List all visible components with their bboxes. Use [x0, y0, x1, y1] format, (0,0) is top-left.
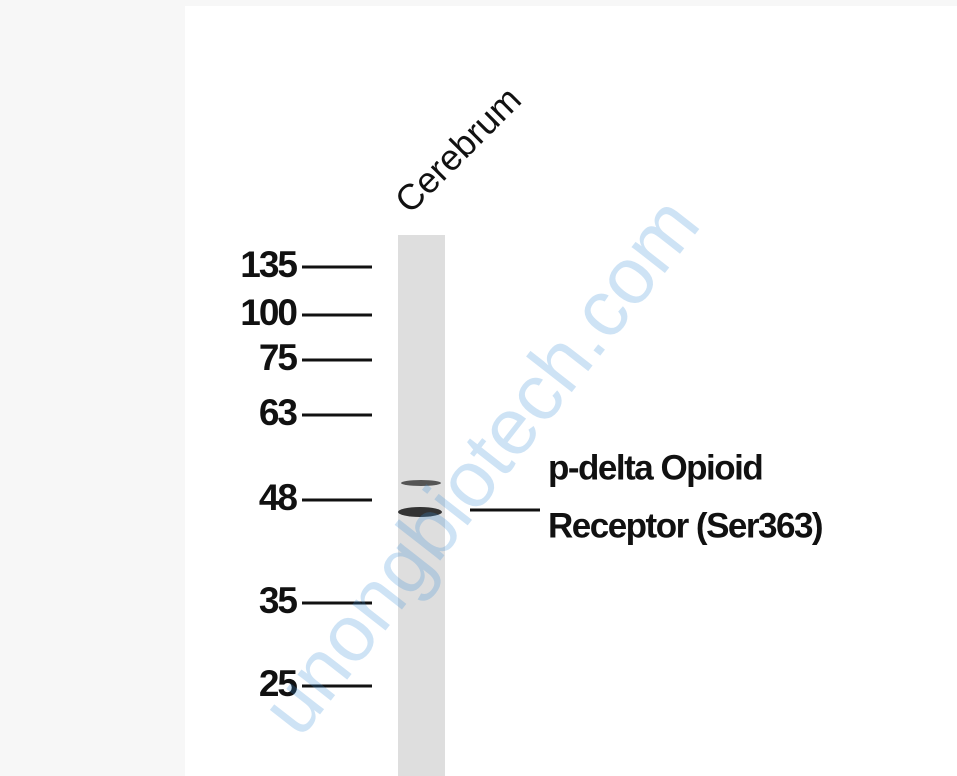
marker-label: 48: [259, 477, 298, 518]
page: Cerebrum 1351007563483525 p-delta Opioid…: [0, 0, 957, 776]
marker-label: 100: [240, 292, 297, 333]
figure: Cerebrum 1351007563483525 p-delta Opioid…: [0, 0, 957, 776]
marker-label: 135: [240, 244, 297, 285]
marker-label: 35: [259, 580, 298, 621]
band-label: p-delta Opioid: [548, 448, 762, 487]
band-label: Receptor (Ser363): [548, 506, 822, 545]
marker-label: 75: [259, 337, 298, 378]
marker-label: 63: [259, 392, 298, 433]
